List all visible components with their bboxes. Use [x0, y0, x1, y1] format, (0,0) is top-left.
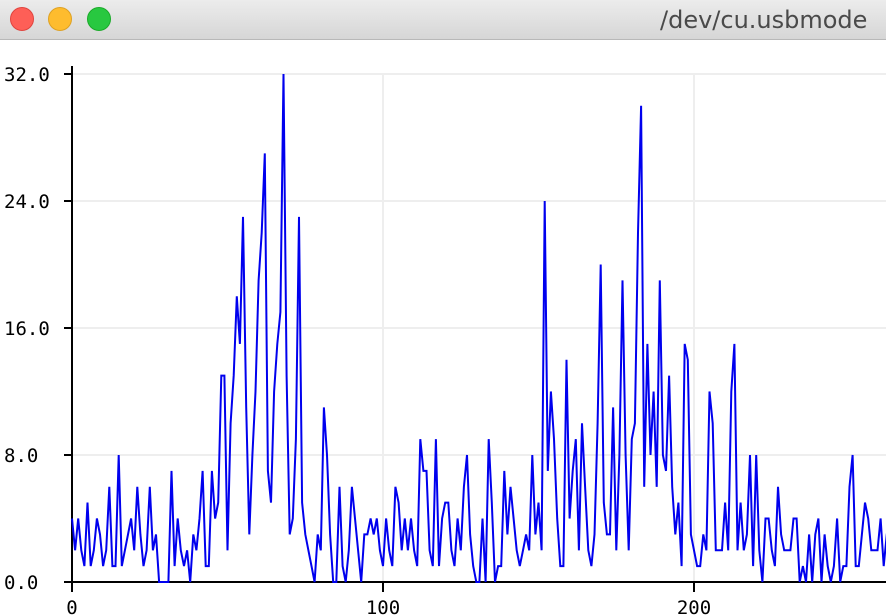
minimize-button[interactable]	[48, 7, 72, 31]
y-tick-label-2: 16.0	[4, 318, 50, 340]
series-line-0	[71, 73, 886, 583]
tick-marks	[64, 73, 695, 592]
title-bar[interactable]: /dev/cu.usbmode	[0, 0, 886, 40]
y-tick-label-0: 0.0	[4, 572, 38, 594]
window-title: /dev/cu.usbmode	[660, 6, 868, 34]
zoom-button[interactable]	[87, 7, 111, 31]
close-button[interactable]	[10, 7, 34, 31]
tick-labels: 0.0 8.0 16.0 24.0 32.0 0 100 200	[4, 64, 711, 616]
y-tick-label-4: 32.0	[4, 64, 50, 86]
x-tick-label-2: 200	[677, 597, 711, 616]
x-tick-label-0: 0	[66, 597, 77, 616]
grid-lines	[72, 73, 886, 582]
y-tick-label-1: 8.0	[4, 445, 38, 467]
x-tick-label-1: 100	[366, 597, 400, 616]
line-chart: 0.0 8.0 16.0 24.0 32.0 0 100 200	[4, 64, 886, 616]
y-tick-label-3: 24.0	[4, 191, 50, 213]
series-group	[71, 73, 886, 583]
